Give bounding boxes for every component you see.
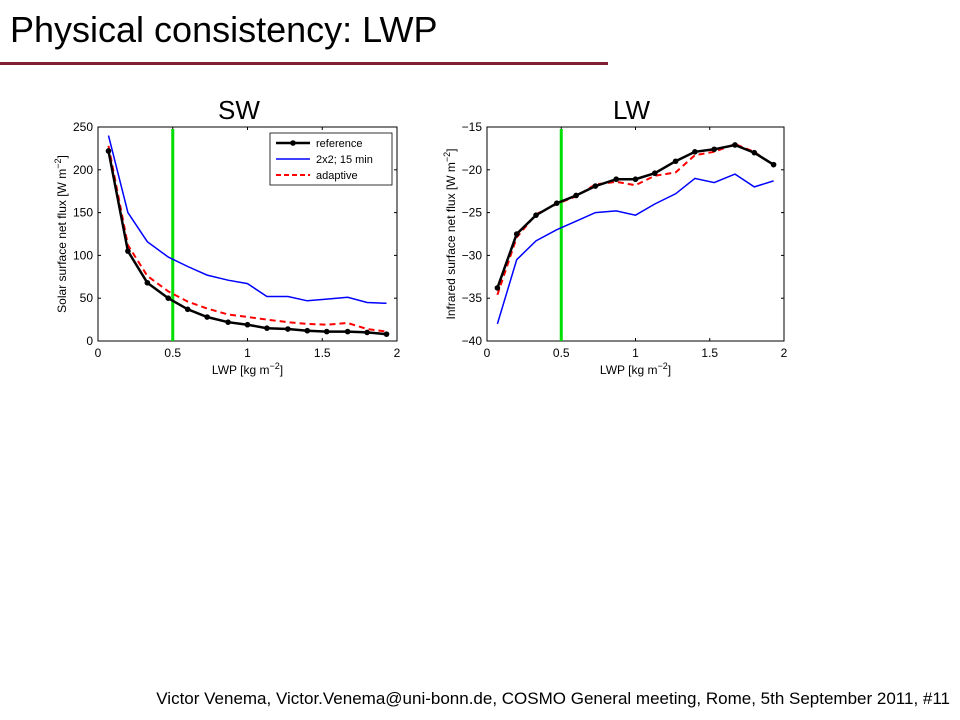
lw-x-tick-label: 1.5 xyxy=(701,346,718,360)
sw-point-reference xyxy=(225,319,231,325)
lw-y-tick-label: −25 xyxy=(462,206,483,220)
title-underline xyxy=(0,62,608,65)
sw-series-adaptive xyxy=(107,145,387,333)
sw-x-tick-label: 1 xyxy=(244,346,251,360)
sw-x-tick-label: 0 xyxy=(95,346,102,360)
lw-series-2x2-15-min xyxy=(496,173,774,325)
lw-x-axis-label: LWP [kg m−2] xyxy=(600,361,671,377)
lw-point-reference xyxy=(494,285,501,291)
slide-footer: Victor Venema, Victor.Venema@uni-bonn.de… xyxy=(156,689,950,708)
lw-x-tick-label: 2 xyxy=(781,346,788,360)
sw-legend-label: adaptive xyxy=(316,170,358,182)
sw-point-reference xyxy=(264,325,270,331)
sw-point-reference xyxy=(184,306,191,313)
lw-point-reference xyxy=(573,192,579,199)
sw-y-tick-label: 50 xyxy=(80,291,94,305)
slide-title: Physical consistency: LWP xyxy=(10,9,438,50)
sw-y-tick-label: 200 xyxy=(73,163,93,177)
lw-y-tick-label: −15 xyxy=(462,120,483,134)
lw-point-reference xyxy=(732,142,738,148)
lw-y-tick-label: −30 xyxy=(462,248,483,262)
sw-series-2x2-15-min xyxy=(107,135,387,305)
lw-point-reference xyxy=(592,183,599,189)
sw-x-tick-label: 0.5 xyxy=(164,346,181,360)
sw-legend-label: 2x2; 15 min xyxy=(316,154,373,166)
sw-point-reference xyxy=(165,295,172,302)
lw-point-reference xyxy=(613,176,619,183)
lw-point-reference xyxy=(672,158,679,165)
sw-y-tick-label: 150 xyxy=(73,206,93,220)
lw-point-reference xyxy=(652,170,658,177)
sw-y-tick-label: 250 xyxy=(73,120,93,134)
lw-axes-box xyxy=(486,126,785,342)
lw-point-reference xyxy=(770,161,777,168)
lw-panel-label: LW xyxy=(613,95,651,125)
sw-y-tick-label: 0 xyxy=(86,334,93,348)
sw-legend-marker xyxy=(290,140,296,146)
sw-point-reference xyxy=(204,314,210,320)
lw-point-reference xyxy=(533,212,539,218)
lw-point-reference xyxy=(553,200,560,206)
sw-x-tick-label: 1.5 xyxy=(314,346,331,360)
lw-y-tick-label: −20 xyxy=(462,163,483,177)
sw-point-reference xyxy=(364,329,370,336)
lw-y-axis-label: Infrared surface net flux [W m−2] xyxy=(442,149,458,320)
lw-y-tick-label: −35 xyxy=(462,291,483,305)
lw-point-reference xyxy=(751,149,758,156)
lw-x-tick-label: 1 xyxy=(632,346,639,360)
sw-y-axis-label: Solar surface net flux [W m−2] xyxy=(53,155,69,313)
sw-point-reference xyxy=(105,148,112,154)
lw-point-reference xyxy=(692,149,698,155)
lw-x-tick-label: 0 xyxy=(484,346,491,360)
sw-y-tick-label: 100 xyxy=(73,248,93,262)
sw-point-reference xyxy=(344,328,351,335)
sw-point-reference xyxy=(125,248,131,254)
sw-x-tick-label: 2 xyxy=(394,346,401,360)
sw-point-reference xyxy=(304,327,311,334)
lw-y-tick-label: −40 xyxy=(462,334,483,348)
lw-series-adaptive xyxy=(496,143,775,296)
sw-point-reference xyxy=(285,326,291,332)
sw-point-reference xyxy=(244,321,251,328)
lw-point-reference xyxy=(513,231,520,237)
sw-point-reference xyxy=(144,279,151,286)
sw-legend-label: reference xyxy=(316,138,362,150)
sw-x-axis-label: LWP [kg m−2] xyxy=(212,361,283,377)
lw-series-reference xyxy=(496,143,775,289)
sw-panel-label: SW xyxy=(218,95,260,125)
lw-point-reference xyxy=(632,176,639,183)
lw-x-tick-label: 0.5 xyxy=(553,346,570,360)
sw-point-reference xyxy=(323,328,330,335)
lw-point-reference xyxy=(711,146,718,153)
sw-point-reference xyxy=(383,331,390,337)
